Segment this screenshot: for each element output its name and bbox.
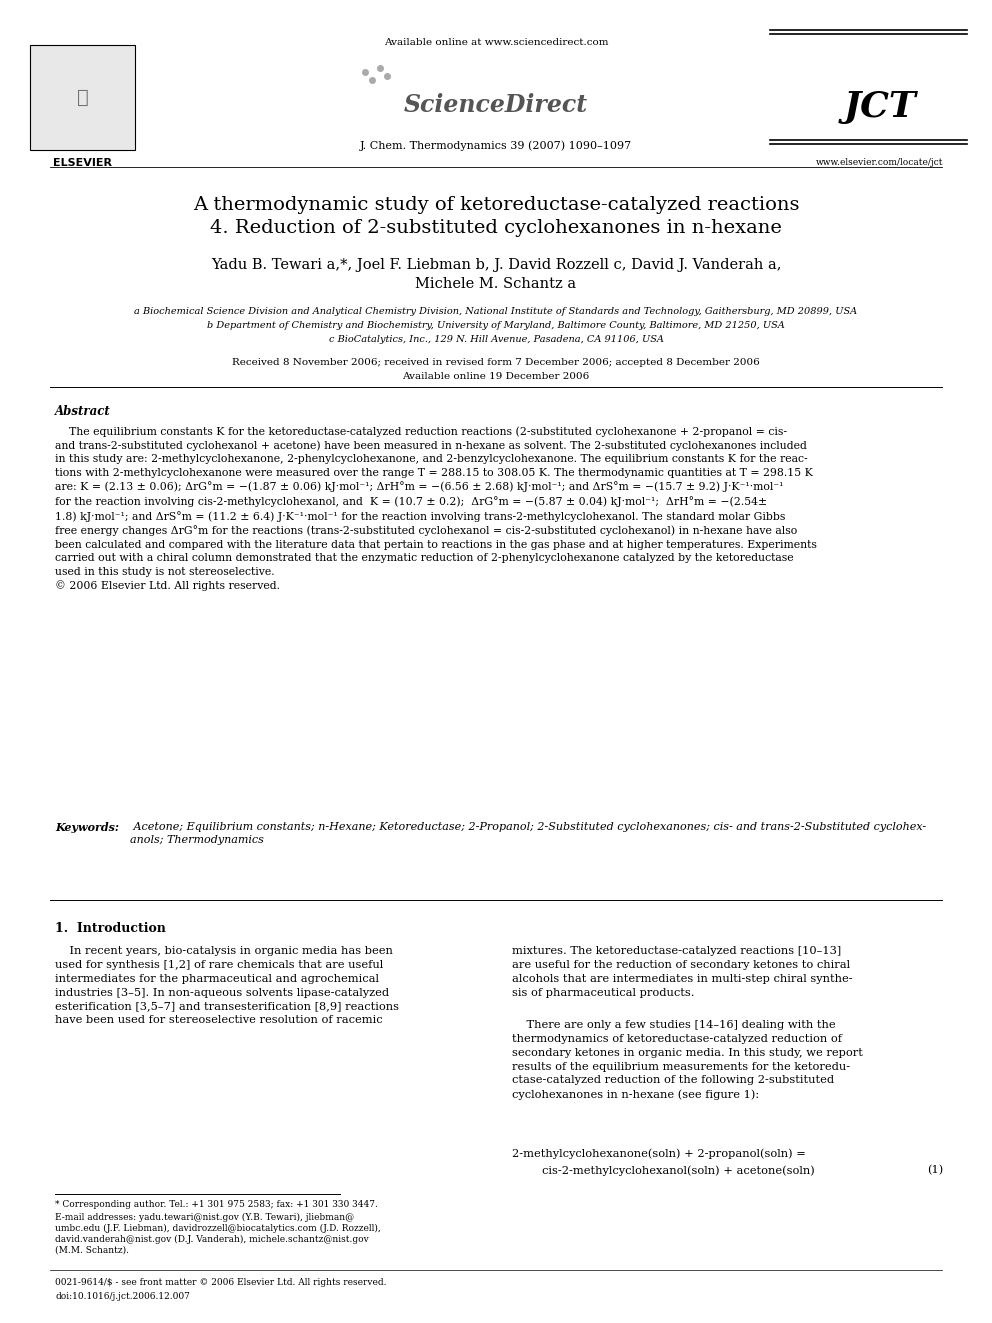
Text: * Corresponding author. Tel.: +1 301 975 2583; fax: +1 301 330 3447.: * Corresponding author. Tel.: +1 301 975… xyxy=(55,1200,378,1209)
Text: A thermodynamic study of ketoreductase-catalyzed reactions: A thermodynamic study of ketoreductase-c… xyxy=(192,196,800,214)
Text: a Biochemical Science Division and Analytical Chemistry Division, National Insti: a Biochemical Science Division and Analy… xyxy=(135,307,857,316)
Text: doi:10.1016/j.jct.2006.12.007: doi:10.1016/j.jct.2006.12.007 xyxy=(55,1293,189,1301)
Text: Abstract: Abstract xyxy=(55,405,111,418)
Text: J. Chem. Thermodynamics 39 (2007) 1090–1097: J. Chem. Thermodynamics 39 (2007) 1090–1… xyxy=(360,140,632,151)
FancyBboxPatch shape xyxy=(30,45,135,149)
Text: Available online 19 December 2006: Available online 19 December 2006 xyxy=(403,372,589,381)
Text: The equilibrium constants K for the ketoreductase-catalyzed reduction reactions : The equilibrium constants K for the keto… xyxy=(55,426,816,591)
Text: Acetone; Equilibrium constants; n-Hexane; Ketoreductase; 2-Propanol; 2-Substitut: Acetone; Equilibrium constants; n-Hexane… xyxy=(130,822,927,845)
Text: david.vanderah@nist.gov (D.J. Vanderah), michele.schantz@nist.gov: david.vanderah@nist.gov (D.J. Vanderah),… xyxy=(55,1234,369,1244)
Text: 2-methylcyclohexanone(soln) + 2-propanol(soln) =: 2-methylcyclohexanone(soln) + 2-propanol… xyxy=(512,1148,806,1159)
Text: Available online at www.sciencedirect.com: Available online at www.sciencedirect.co… xyxy=(384,38,608,48)
Text: Keywords:: Keywords: xyxy=(55,822,119,833)
Text: There are only a few studies [14–16] dealing with the
thermodynamics of ketoredu: There are only a few studies [14–16] dea… xyxy=(512,1020,863,1099)
Text: 4. Reduction of 2-substituted cyclohexanones in n-hexane: 4. Reduction of 2-substituted cyclohexan… xyxy=(210,220,782,237)
Text: 0021-9614/$ - see front matter © 2006 Elsevier Ltd. All rights reserved.: 0021-9614/$ - see front matter © 2006 El… xyxy=(55,1278,387,1287)
Text: Received 8 November 2006; received in revised form 7 December 2006; accepted 8 D: Received 8 November 2006; received in re… xyxy=(232,359,760,366)
Text: b Department of Chemistry and Biochemistry, University of Maryland, Baltimore Co: b Department of Chemistry and Biochemist… xyxy=(207,321,785,329)
Text: mixtures. The ketoreductase-catalyzed reactions [10–13]
are useful for the reduc: mixtures. The ketoreductase-catalyzed re… xyxy=(512,946,853,998)
Text: 1.  Introduction: 1. Introduction xyxy=(55,922,166,935)
Text: ScienceDirect: ScienceDirect xyxy=(404,93,588,116)
Text: E-mail addresses: yadu.tewari@nist.gov (Y.B. Tewari), jliebman@: E-mail addresses: yadu.tewari@nist.gov (… xyxy=(55,1213,354,1222)
Text: www.elsevier.com/locate/jct: www.elsevier.com/locate/jct xyxy=(816,157,943,167)
Text: c BioCatalytics, Inc., 129 N. Hill Avenue, Pasadena, CA 91106, USA: c BioCatalytics, Inc., 129 N. Hill Avenu… xyxy=(328,335,664,344)
Text: Michele M. Schantz a: Michele M. Schantz a xyxy=(416,277,576,291)
Text: JCT: JCT xyxy=(843,90,917,124)
Text: ELSEVIER: ELSEVIER xyxy=(54,157,112,168)
Text: (M.M. Schantz).: (M.M. Schantz). xyxy=(55,1246,129,1256)
Text: umbc.edu (J.F. Liebman), davidrozzell@biocatalytics.com (J.D. Rozzell),: umbc.edu (J.F. Liebman), davidrozzell@bi… xyxy=(55,1224,381,1233)
Text: Yadu B. Tewari a,*, Joel F. Liebman b, J. David Rozzell c, David J. Vanderah a,: Yadu B. Tewari a,*, Joel F. Liebman b, J… xyxy=(210,258,782,273)
Text: In recent years, bio-catalysis in organic media has been
used for synthesis [1,2: In recent years, bio-catalysis in organi… xyxy=(55,946,399,1025)
Text: (1): (1) xyxy=(927,1166,943,1175)
Text: 🌿: 🌿 xyxy=(77,87,89,106)
Text: cis-2-methylcyclohexanol(soln) + acetone(soln): cis-2-methylcyclohexanol(soln) + acetone… xyxy=(542,1166,814,1176)
